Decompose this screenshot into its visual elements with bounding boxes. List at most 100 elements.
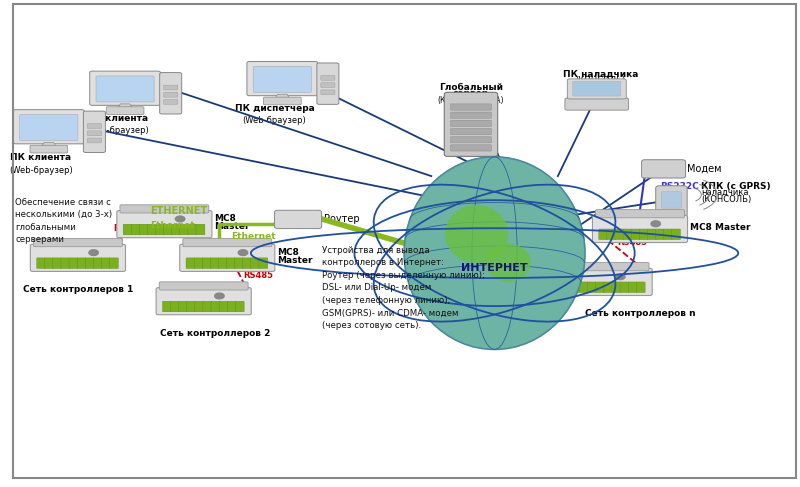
FancyBboxPatch shape <box>202 258 211 268</box>
FancyBboxPatch shape <box>218 258 227 268</box>
FancyBboxPatch shape <box>588 282 597 293</box>
FancyBboxPatch shape <box>450 120 491 127</box>
FancyBboxPatch shape <box>631 229 640 240</box>
Text: Обеспечение связи с
несколькими (до 3-х)
глобальными
серверами: Обеспечение связи с несколькими (до 3-х)… <box>15 198 112 244</box>
FancyBboxPatch shape <box>663 229 673 240</box>
FancyBboxPatch shape <box>596 282 605 293</box>
FancyBboxPatch shape <box>573 81 621 96</box>
FancyBboxPatch shape <box>30 244 126 271</box>
FancyBboxPatch shape <box>120 205 209 213</box>
FancyBboxPatch shape <box>87 131 102 136</box>
Text: ИНТЕРНЕТ: ИНТЕРНЕТ <box>462 262 528 273</box>
FancyBboxPatch shape <box>160 73 182 114</box>
FancyBboxPatch shape <box>164 85 178 90</box>
FancyBboxPatch shape <box>83 111 106 152</box>
FancyBboxPatch shape <box>203 301 212 312</box>
Polygon shape <box>274 94 290 99</box>
FancyBboxPatch shape <box>571 282 580 293</box>
Text: MC8 Master: MC8 Master <box>690 223 750 232</box>
Ellipse shape <box>404 157 585 349</box>
Text: Модем: Модем <box>687 164 722 174</box>
FancyBboxPatch shape <box>259 258 268 268</box>
FancyBboxPatch shape <box>450 129 491 135</box>
FancyBboxPatch shape <box>628 282 637 293</box>
FancyBboxPatch shape <box>34 239 122 247</box>
FancyBboxPatch shape <box>247 61 318 96</box>
FancyBboxPatch shape <box>639 229 648 240</box>
Text: RS485: RS485 <box>114 224 144 233</box>
Text: (КОНСОЛЬ): (КОНСОЛЬ) <box>702 195 751 204</box>
FancyBboxPatch shape <box>642 160 686 178</box>
FancyBboxPatch shape <box>194 258 203 268</box>
Text: ПК клиента: ПК клиента <box>10 153 71 162</box>
FancyBboxPatch shape <box>321 90 335 95</box>
FancyBboxPatch shape <box>186 301 196 312</box>
Text: MC8: MC8 <box>214 214 236 224</box>
FancyBboxPatch shape <box>210 258 219 268</box>
FancyBboxPatch shape <box>321 75 335 80</box>
FancyBboxPatch shape <box>139 224 148 235</box>
Ellipse shape <box>486 244 530 282</box>
FancyBboxPatch shape <box>196 224 205 235</box>
Text: RS485: RS485 <box>617 238 647 247</box>
Text: (Web-браузер): (Web-браузер) <box>9 166 73 174</box>
FancyBboxPatch shape <box>235 301 244 312</box>
FancyBboxPatch shape <box>172 224 181 235</box>
FancyBboxPatch shape <box>242 258 252 268</box>
FancyBboxPatch shape <box>69 258 78 268</box>
Polygon shape <box>41 142 57 147</box>
FancyBboxPatch shape <box>188 224 197 235</box>
Text: Slaves: Slaves <box>520 278 556 287</box>
Text: (Web-браузер): (Web-браузер) <box>86 126 149 135</box>
FancyBboxPatch shape <box>317 63 339 104</box>
FancyBboxPatch shape <box>565 98 629 110</box>
Text: (КОНТАР-SCADA): (КОНТАР-SCADA) <box>438 96 504 105</box>
FancyBboxPatch shape <box>593 215 687 243</box>
Text: Master: Master <box>277 256 312 265</box>
FancyBboxPatch shape <box>159 282 248 290</box>
FancyBboxPatch shape <box>156 288 251 315</box>
Ellipse shape <box>404 157 585 349</box>
Text: Глобальный: Глобальный <box>439 83 503 92</box>
FancyBboxPatch shape <box>178 301 187 312</box>
FancyBboxPatch shape <box>180 224 189 235</box>
Text: Ethernet: Ethernet <box>150 221 195 230</box>
FancyBboxPatch shape <box>53 258 62 268</box>
FancyBboxPatch shape <box>123 224 132 235</box>
FancyBboxPatch shape <box>636 282 645 293</box>
Text: MC8: MC8 <box>277 248 298 257</box>
Text: Slaves: Slaves <box>196 297 232 307</box>
Circle shape <box>616 274 625 280</box>
FancyBboxPatch shape <box>671 229 681 240</box>
Circle shape <box>238 250 248 256</box>
FancyBboxPatch shape <box>263 97 301 105</box>
FancyBboxPatch shape <box>227 301 236 312</box>
FancyBboxPatch shape <box>90 71 161 105</box>
FancyBboxPatch shape <box>186 258 195 268</box>
Text: Slaves: Slaves <box>30 253 66 263</box>
FancyBboxPatch shape <box>450 145 491 151</box>
FancyBboxPatch shape <box>612 282 621 293</box>
Circle shape <box>651 221 661 226</box>
FancyBboxPatch shape <box>557 268 652 296</box>
Text: наладчика: наладчика <box>702 188 749 197</box>
Text: (КОНСОЛЬ): (КОНСОЛЬ) <box>575 75 626 85</box>
FancyBboxPatch shape <box>20 114 78 140</box>
Text: Ethernet: Ethernet <box>231 232 276 241</box>
FancyBboxPatch shape <box>170 301 179 312</box>
FancyBboxPatch shape <box>131 224 140 235</box>
FancyBboxPatch shape <box>110 258 118 268</box>
FancyBboxPatch shape <box>162 301 171 312</box>
Text: Устройства для вывода
контроллеров в Интернет:
Роутер (через выделенную линию);
: Устройства для вывода контроллеров в Инт… <box>322 246 485 330</box>
Ellipse shape <box>445 205 508 263</box>
FancyBboxPatch shape <box>14 110 84 144</box>
FancyBboxPatch shape <box>96 76 154 102</box>
FancyBboxPatch shape <box>623 229 632 240</box>
FancyBboxPatch shape <box>598 229 608 240</box>
Text: Сеть контроллеров 2: Сеть контроллеров 2 <box>160 329 270 337</box>
Text: Master: Master <box>214 222 250 231</box>
FancyBboxPatch shape <box>579 282 589 293</box>
FancyBboxPatch shape <box>274 210 322 228</box>
FancyBboxPatch shape <box>662 192 682 208</box>
FancyBboxPatch shape <box>164 99 178 104</box>
